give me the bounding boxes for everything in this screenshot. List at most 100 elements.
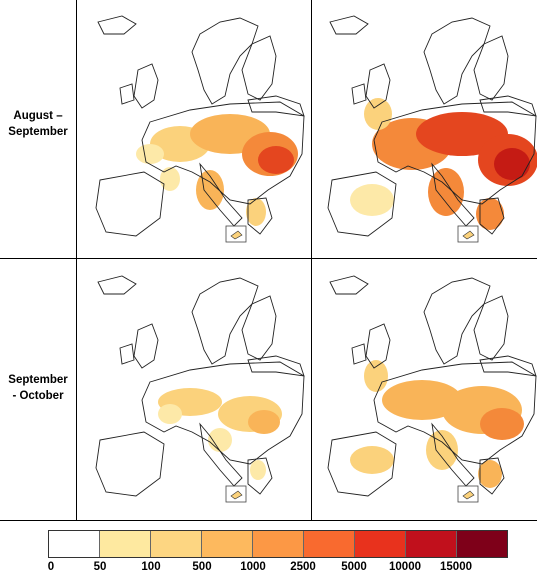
country-outline [95,431,165,497]
legend-tick-label: 1000 [240,561,266,573]
legend-tick-label: 50 [93,561,107,573]
legend-tick-label: 10000 [389,561,421,573]
vertical-divider-left [76,0,77,521]
country-outline [95,171,165,237]
cyprus-shape [230,230,243,240]
row-label-line2: - October [12,390,64,402]
figure-grid: August – September September - October [0,0,537,521]
country-outline [191,17,259,105]
legend-tick-label: 2500 [290,561,316,573]
heat-region [160,167,180,191]
country-outline [479,95,537,117]
map-panel-top-left [80,4,310,254]
heat-region [364,360,388,392]
country-outline [119,83,135,105]
row-label-aug-sep: August – September [0,108,76,140]
row-label-line1: September [8,374,68,386]
cyprus-shape [462,490,475,500]
map-panel-bottom-right [312,264,537,514]
row-label-line2: September [8,126,68,138]
cyprus-inset [457,225,479,243]
legend-swatch [202,531,253,557]
legend-swatch [457,531,507,557]
heat-region [476,198,504,230]
country-outline [133,63,159,109]
heat-region [136,144,164,164]
legend-swatch [49,531,100,557]
country-outline [479,457,505,495]
cyprus-inset [225,485,247,503]
legend-tick-label: 100 [141,561,161,573]
heat-region [246,198,266,226]
country-outline [247,355,305,377]
country-outline [473,35,509,101]
country-outline [191,277,259,365]
heat-region [350,184,394,216]
legend-swatch [253,531,304,557]
cyprus-shape [230,490,243,500]
horizontal-divider [0,258,537,259]
heat-region [208,428,232,452]
country-outline [247,197,273,235]
country-outline [247,457,273,495]
country-outline [97,15,137,35]
legend-swatch [100,531,151,557]
country-outline [199,162,243,227]
country-outline [365,323,391,369]
country-outline [473,295,509,361]
country-outline [141,361,305,465]
europe-map [327,275,537,503]
country-outline [431,422,475,487]
heat-region [480,408,524,440]
europe-map [95,15,305,243]
heat-region [428,168,464,216]
heat-region [250,460,266,480]
bottom-border [0,520,537,521]
legend-tick-label: 5000 [341,561,367,573]
country-outline [373,101,537,205]
map-panel-bottom-left [80,264,310,514]
heat-region [478,460,502,488]
country-outline [241,35,277,101]
country-outline [423,17,491,105]
heat-region [158,404,182,424]
legend-tick-label: 15000 [440,561,472,573]
europe-map [327,15,537,243]
cyprus-shape [462,230,475,240]
legend-swatch [355,531,406,557]
country-outline [351,343,367,365]
country-outline [479,197,505,235]
color-legend [48,530,508,558]
country-outline [329,15,369,35]
country-outline [329,275,369,295]
legend-tick-label: 500 [192,561,212,573]
map-panel-top-right [312,4,537,254]
heat-region [426,430,458,470]
heat-region [494,148,530,180]
europe-map [95,275,305,503]
country-outline [351,83,367,105]
heat-region [196,170,224,210]
country-outline [373,361,537,465]
heat-region [350,446,394,474]
country-outline [241,295,277,361]
heat-region [248,410,280,434]
country-outline [133,323,159,369]
legend-swatch [406,531,457,557]
country-outline [199,422,243,487]
country-outline [247,95,305,117]
country-outline [119,343,135,365]
country-outline [97,275,137,295]
heat-region [364,98,392,130]
legend-swatch [304,531,355,557]
row-label-line1: August – [13,110,63,122]
legend-tick-label: 0 [47,561,55,573]
country-outline [141,101,305,205]
vertical-divider-middle [311,0,312,521]
country-outline [327,171,397,237]
cyprus-inset [457,485,479,503]
country-outline [431,162,475,227]
country-outline [479,355,537,377]
country-outline [327,431,397,497]
country-outline [365,63,391,109]
